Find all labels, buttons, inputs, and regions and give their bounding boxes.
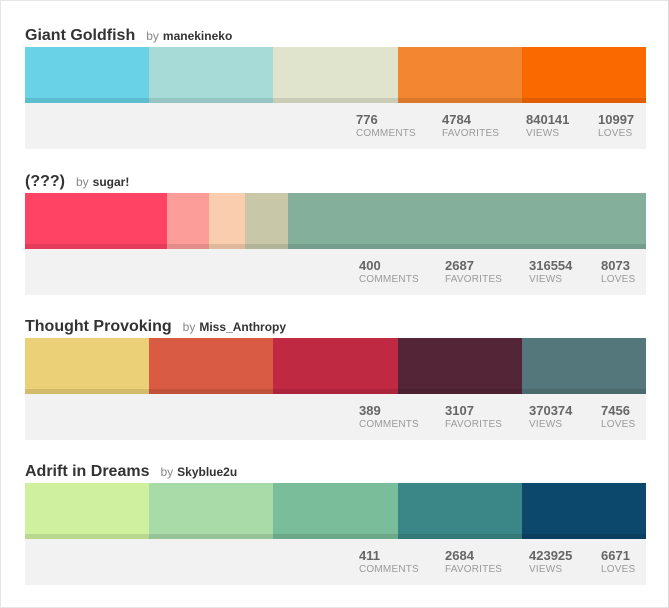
- favorites-count: 3107: [445, 403, 474, 418]
- favorites-label: FAVORITES: [442, 128, 500, 139]
- color-swatches[interactable]: [25, 47, 647, 103]
- color-swatch[interactable]: [521, 483, 647, 539]
- views-count: 316554: [529, 258, 573, 273]
- color-swatch[interactable]: [288, 193, 646, 249]
- comments-stat[interactable]: 400 COMMENTS: [359, 258, 419, 287]
- by-label: by: [75, 175, 89, 189]
- loves-stat[interactable]: 8073 LOVES: [601, 258, 635, 287]
- color-swatch[interactable]: [209, 193, 246, 249]
- color-swatch[interactable]: [273, 338, 398, 394]
- favorites-label: FAVORITES: [445, 274, 503, 285]
- views-count: 370374: [529, 403, 573, 418]
- color-swatches[interactable]: [25, 338, 647, 394]
- favorites-label: FAVORITES: [445, 419, 503, 430]
- by-label: by: [160, 465, 174, 479]
- views-count: 840141: [526, 112, 570, 127]
- favorites-stat[interactable]: 2684 FAVORITES: [445, 548, 502, 577]
- loves-count: 7456: [601, 403, 630, 418]
- color-swatch[interactable]: [25, 483, 150, 539]
- palette-card: Thought Provoking by Miss_Anthropy 389 C…: [25, 318, 647, 440]
- color-swatch[interactable]: [521, 47, 647, 103]
- comments-stat[interactable]: 776 COMMENTS: [356, 112, 416, 141]
- color-swatch[interactable]: [166, 193, 210, 249]
- comments-count: 400: [359, 258, 381, 273]
- author-link[interactable]: sugar!: [92, 175, 130, 189]
- loves-count: 8073: [601, 258, 630, 273]
- color-swatch[interactable]: [149, 483, 274, 539]
- loves-count: 6671: [601, 548, 630, 563]
- color-swatch[interactable]: [397, 483, 522, 539]
- color-swatch[interactable]: [273, 483, 398, 539]
- palette-stats: 411 COMMENTS 2684 FAVORITES 423925 VIEWS…: [25, 539, 646, 585]
- palette-title-link[interactable]: Adrift in Dreams: [25, 463, 150, 480]
- color-swatch[interactable]: [25, 338, 150, 394]
- loves-label: LOVES: [601, 419, 636, 430]
- palette-card: (???) by sugar! 400 COMMENTS 2687 FAVORI…: [25, 173, 646, 295]
- palette-header: Thought Provoking by Miss_Anthropy: [25, 318, 646, 338]
- comments-count: 389: [359, 403, 381, 418]
- views-stat: 316554 VIEWS: [529, 258, 572, 287]
- color-swatch[interactable]: [397, 47, 522, 103]
- views-count: 423925: [529, 548, 573, 563]
- palette-title-link[interactable]: (???): [25, 173, 65, 190]
- palette-header: Adrift in Dreams by Skyblue2u: [25, 463, 646, 483]
- loves-label: LOVES: [601, 274, 636, 285]
- favorites-count: 2684: [445, 548, 474, 563]
- comments-stat[interactable]: 411 COMMENTS: [359, 548, 419, 577]
- views-stat: 423925 VIEWS: [529, 548, 572, 577]
- loves-stat[interactable]: 7456 LOVES: [601, 403, 635, 432]
- favorites-stat[interactable]: 3107 FAVORITES: [445, 403, 502, 432]
- color-swatch[interactable]: [245, 193, 289, 249]
- palette-title-link[interactable]: Thought Provoking: [25, 318, 172, 335]
- author-link[interactable]: Skyblue2u: [177, 465, 238, 479]
- loves-stat[interactable]: 6671 LOVES: [601, 548, 635, 577]
- favorites-count: 4784: [442, 112, 471, 127]
- color-swatches[interactable]: [25, 483, 647, 539]
- palette-stats: 400 COMMENTS 2687 FAVORITES 316554 VIEWS…: [25, 249, 646, 295]
- views-label: VIEWS: [526, 128, 560, 139]
- views-stat: 370374 VIEWS: [529, 403, 572, 432]
- favorites-label: FAVORITES: [445, 564, 503, 575]
- comments-label: COMMENTS: [356, 128, 416, 139]
- palette-stats: 389 COMMENTS 3107 FAVORITES 370374 VIEWS…: [25, 394, 646, 440]
- loves-stat[interactable]: 10997 LOVES: [598, 112, 634, 141]
- comments-label: COMMENTS: [359, 564, 419, 575]
- views-label: VIEWS: [529, 419, 563, 430]
- palette-header: (???) by sugar!: [25, 173, 646, 193]
- color-swatch[interactable]: [25, 193, 167, 249]
- favorites-stat[interactable]: 2687 FAVORITES: [445, 258, 502, 287]
- palette-card: Giant Goldfish by manekineko 776 COMMENT…: [25, 27, 647, 149]
- favorites-stat[interactable]: 4784 FAVORITES: [442, 112, 499, 141]
- color-swatch[interactable]: [149, 338, 274, 394]
- by-label: by: [182, 320, 196, 334]
- color-swatch[interactable]: [149, 47, 274, 103]
- author-link[interactable]: Miss_Anthropy: [199, 320, 287, 334]
- comments-label: COMMENTS: [359, 419, 419, 430]
- comments-count: 411: [359, 548, 380, 563]
- loves-count: 10997: [598, 112, 635, 127]
- views-label: VIEWS: [529, 564, 563, 575]
- color-swatches[interactable]: [25, 193, 646, 249]
- comments-label: COMMENTS: [359, 274, 419, 285]
- loves-label: LOVES: [601, 564, 636, 575]
- author-link[interactable]: manekineko: [162, 29, 233, 43]
- views-label: VIEWS: [529, 274, 563, 285]
- palette-card: Adrift in Dreams by Skyblue2u 411 COMMEN…: [25, 463, 647, 585]
- color-swatch[interactable]: [521, 338, 647, 394]
- color-swatch[interactable]: [397, 338, 522, 394]
- palette-stats: 776 COMMENTS 4784 FAVORITES 840141 VIEWS…: [25, 103, 646, 149]
- by-label: by: [146, 29, 159, 43]
- comments-stat[interactable]: 389 COMMENTS: [359, 403, 419, 432]
- palette-title-link[interactable]: Giant Goldfish: [25, 27, 136, 44]
- views-stat: 840141 VIEWS: [526, 112, 569, 141]
- palette-header: Giant Goldfish by manekineko: [25, 27, 646, 47]
- color-swatch[interactable]: [273, 47, 398, 103]
- comments-count: 776: [356, 112, 378, 127]
- loves-label: LOVES: [598, 128, 633, 139]
- color-swatch[interactable]: [25, 47, 150, 103]
- favorites-count: 2687: [445, 258, 474, 273]
